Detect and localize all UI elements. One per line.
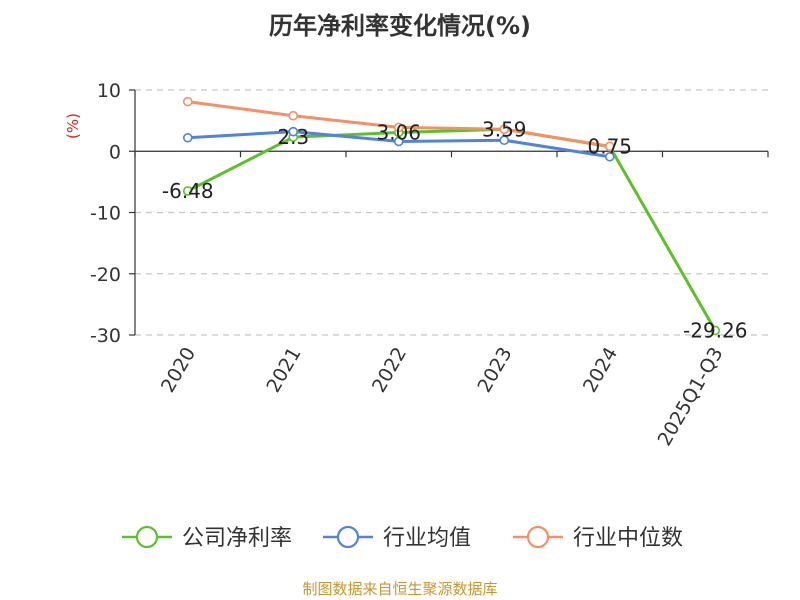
- data-point: [604, 141, 615, 152]
- data-point: [182, 96, 193, 107]
- legend-label: 行业中位数: [573, 526, 683, 551]
- legend-label: 公司净利率: [182, 526, 292, 551]
- data-point: [393, 136, 404, 147]
- x-tick-label: 2021: [262, 344, 305, 397]
- y-tick-label: -30: [90, 325, 121, 347]
- data-point: [288, 126, 299, 137]
- data-point: [499, 135, 510, 146]
- data-label: 0.75: [587, 135, 632, 159]
- legend-swatch-marker: [526, 525, 550, 549]
- x-tick-label: 2025Q1-Q3: [654, 344, 728, 450]
- x-tick-label: 2024: [579, 344, 622, 397]
- x-tick-label: 2023: [473, 344, 516, 397]
- x-tick-label: 2020: [157, 344, 200, 397]
- data-point: [288, 110, 299, 121]
- y-axis-unit-label: (%): [64, 113, 82, 139]
- data-label: 2.3: [277, 125, 309, 149]
- y-tick-label: 10: [97, 80, 121, 102]
- source-note: 制图数据来自恒生聚源数据库: [302, 580, 498, 598]
- grid-layer: [135, 89, 768, 336]
- y-tick-label: -20: [90, 264, 121, 286]
- data-point: [393, 122, 404, 133]
- legend-item: 公司净利率: [122, 525, 292, 551]
- series-line: [187, 127, 717, 332]
- data-point: [710, 325, 721, 336]
- legend-item: 行业中位数: [513, 525, 683, 551]
- data-point: [604, 151, 615, 162]
- legend-swatch-marker: [135, 525, 159, 549]
- legend-item: 行业均值: [323, 525, 471, 551]
- series-layer: [182, 96, 721, 336]
- data-point: [182, 132, 193, 143]
- data-label: 3.06: [376, 121, 421, 145]
- y-tick-label: -10: [90, 203, 121, 225]
- data-label: -6.48: [162, 179, 214, 203]
- data-point: [182, 186, 193, 196]
- legend-swatch-marker: [336, 525, 360, 549]
- legend-label: 行业均值: [383, 526, 471, 551]
- data-label: -29.26: [683, 318, 747, 342]
- data-label-layer: -6.48 2.3 3.06 3.59 0.75 -29.26: [162, 117, 748, 342]
- legend: 公司净利率 行业均值 行业中位数: [122, 525, 683, 551]
- data-label: 3.59: [482, 117, 527, 141]
- y-tick-label: 0: [109, 141, 121, 163]
- data-point: [499, 124, 510, 134]
- x-tick-label: 2022: [368, 344, 411, 397]
- chart-title: 历年净利率变化情况(%): [269, 12, 531, 40]
